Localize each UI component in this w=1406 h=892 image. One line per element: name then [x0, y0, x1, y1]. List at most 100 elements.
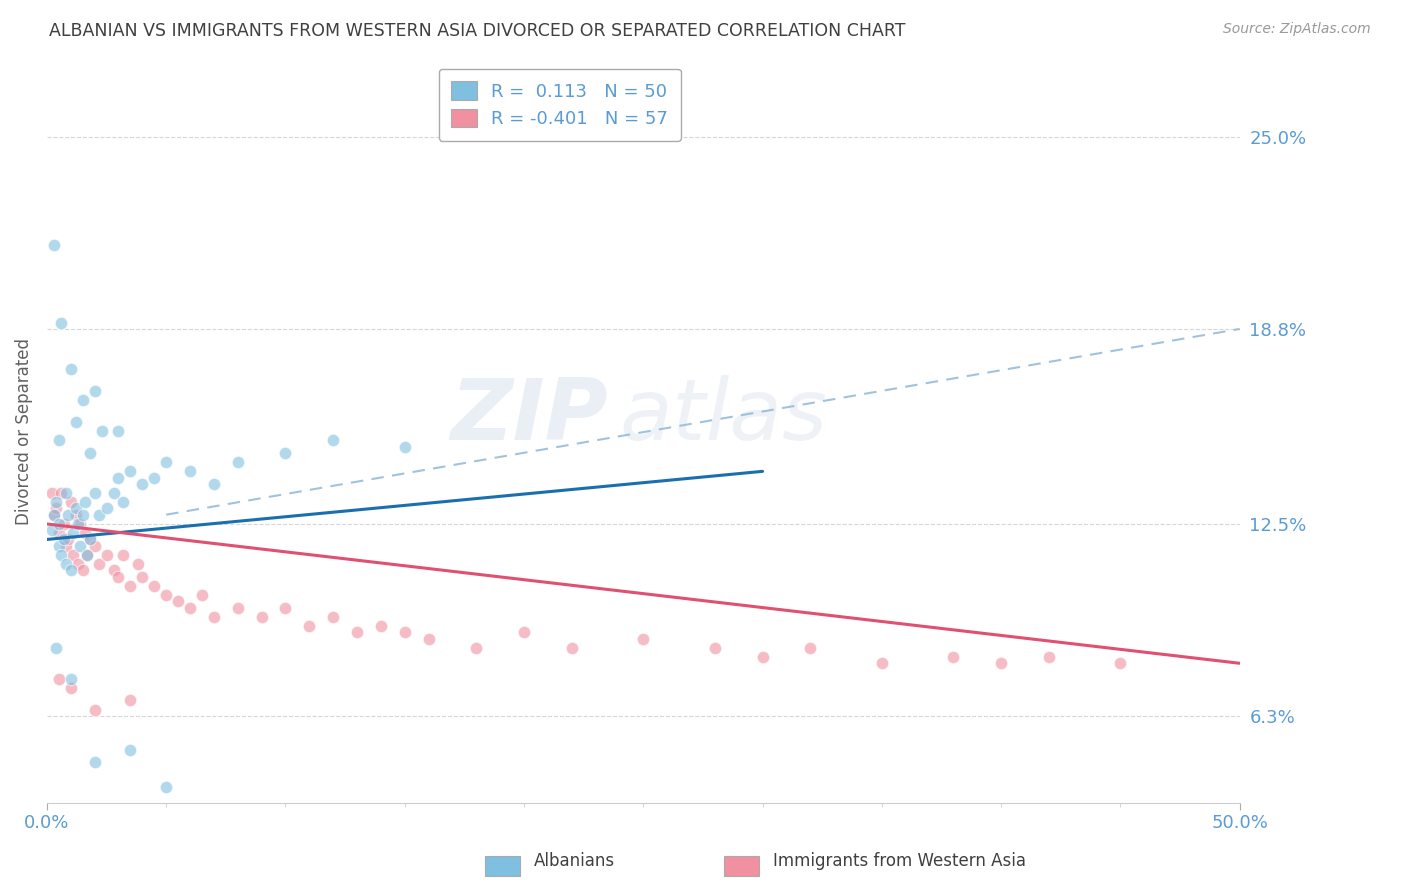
Point [107, 569, 129, 583]
Point [107, 470, 129, 484]
Point [79, 446, 101, 460]
Point [155, 455, 177, 469]
Point [72, 563, 94, 577]
Point [298, 619, 321, 633]
Point [751, 650, 773, 665]
Point [42, 508, 65, 522]
Point [83, 703, 105, 717]
Point [226, 600, 249, 615]
Point [79, 533, 101, 547]
Point [131, 476, 153, 491]
Point [59, 495, 82, 509]
Text: ZIP: ZIP [450, 375, 607, 458]
Point [1038, 650, 1060, 665]
Point [83, 539, 105, 553]
Point [127, 558, 149, 572]
Point [65, 501, 87, 516]
Point [48, 526, 70, 541]
Point [66, 516, 89, 531]
Point [83, 756, 105, 770]
Point [274, 446, 297, 460]
Point [870, 657, 893, 671]
Point [513, 625, 536, 640]
Y-axis label: Divorced or Separated: Divorced or Separated [15, 337, 32, 524]
Point [107, 424, 129, 438]
Point [55, 558, 77, 572]
Point [59, 681, 82, 695]
Point [131, 569, 153, 583]
Point [59, 563, 82, 577]
Point [167, 594, 190, 608]
Point [51, 316, 73, 330]
Point [89, 558, 111, 572]
Point [346, 625, 368, 640]
Point [59, 672, 82, 686]
Point [633, 632, 655, 646]
Text: ALBANIAN VS IMMIGRANTS FROM WESTERN ASIA DIVORCED OR SEPARATED CORRELATION CHART: ALBANIAN VS IMMIGRANTS FROM WESTERN ASIA… [49, 22, 905, 40]
Point [274, 600, 297, 615]
Point [120, 693, 142, 707]
Point [103, 486, 125, 500]
Point [48, 539, 70, 553]
Text: Source: ZipAtlas.com: Source: ZipAtlas.com [1223, 22, 1371, 37]
Point [226, 455, 249, 469]
Point [1109, 657, 1132, 671]
Point [73, 495, 96, 509]
Point [42, 508, 65, 522]
Point [191, 588, 214, 602]
Point [250, 610, 273, 624]
Point [561, 640, 583, 655]
Point [465, 640, 488, 655]
Point [51, 548, 73, 562]
Point [41, 523, 63, 537]
Point [48, 516, 70, 531]
Point [83, 486, 105, 500]
Point [55, 539, 77, 553]
Point [42, 238, 65, 252]
Point [65, 508, 87, 522]
Point [90, 424, 112, 438]
Point [89, 508, 111, 522]
Point [96, 548, 118, 562]
Point [143, 579, 166, 593]
Point [96, 501, 118, 516]
Text: Immigrants from Western Asia: Immigrants from Western Asia [773, 852, 1026, 870]
Point [202, 476, 225, 491]
Legend: R =  0.113   N = 50, R = -0.401   N = 57: R = 0.113 N = 50, R = -0.401 N = 57 [439, 69, 681, 141]
Point [41, 486, 63, 500]
Point [52, 533, 75, 547]
Point [58, 508, 80, 522]
Point [103, 563, 125, 577]
Point [73, 526, 96, 541]
Point [799, 640, 821, 655]
Point [394, 625, 416, 640]
Point [52, 516, 75, 531]
Point [120, 464, 142, 478]
Point [120, 743, 142, 757]
Point [322, 610, 344, 624]
Point [942, 650, 965, 665]
Point [83, 384, 105, 398]
Point [418, 632, 440, 646]
Point [59, 362, 82, 376]
Point [155, 780, 177, 794]
Point [62, 526, 84, 541]
Point [48, 434, 70, 448]
Text: atlas: atlas [620, 375, 827, 458]
Point [990, 657, 1012, 671]
Point [62, 548, 84, 562]
Text: Albanians: Albanians [534, 852, 616, 870]
Point [69, 516, 91, 531]
Point [69, 539, 91, 553]
Point [143, 470, 166, 484]
Point [58, 533, 80, 547]
Point [72, 393, 94, 408]
Point [112, 548, 135, 562]
Point [45, 640, 67, 655]
Point [370, 619, 392, 633]
Point [45, 501, 67, 516]
Point [120, 579, 142, 593]
Point [76, 548, 98, 562]
Point [76, 548, 98, 562]
Point [202, 610, 225, 624]
